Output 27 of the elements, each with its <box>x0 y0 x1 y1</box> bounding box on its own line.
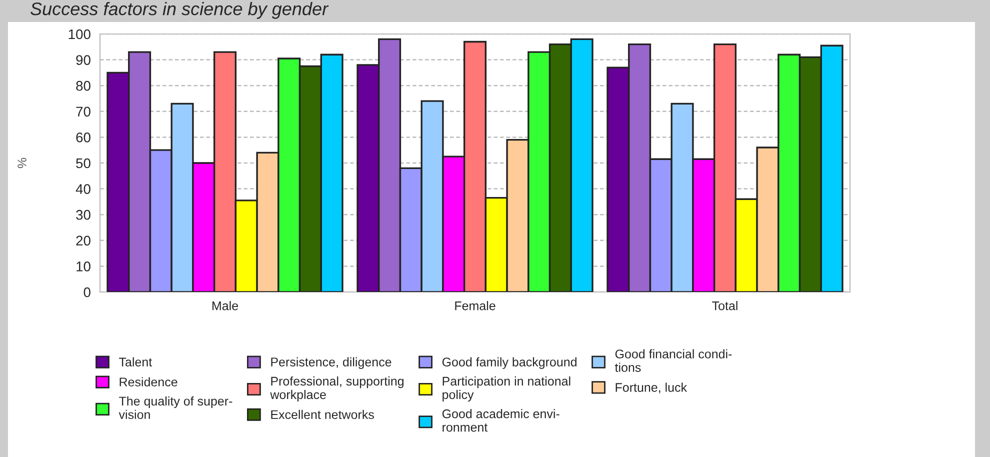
y-tick-label: 50 <box>76 158 90 168</box>
legend-label: Residence <box>120 377 178 386</box>
legend-label: The quality of super- vision <box>118 396 232 420</box>
y-tick-label: 100 <box>68 29 90 40</box>
y-tick-label: 90 <box>76 55 90 65</box>
x-tick-label: Male <box>212 301 238 310</box>
legend-label: Good financial condi- tions <box>614 349 732 372</box>
y-tick-label: 30 <box>76 210 90 220</box>
legend-label: Talent <box>119 357 152 366</box>
x-tick-label: Female <box>455 301 496 310</box>
legend-label: Participation in national policy <box>442 376 570 402</box>
y-tick-label: 70 <box>76 106 90 117</box>
y-tick-label: 10 <box>76 262 90 272</box>
legend-label: Excellent networks <box>271 410 374 420</box>
y-tick-label: 80 <box>76 80 90 91</box>
legend-label: Good academic envi- ronment <box>442 409 560 432</box>
y-tick-label: 20 <box>76 236 90 246</box>
y-tick-label: 0 <box>84 287 90 298</box>
legend-label: Good family background <box>442 357 576 369</box>
legend-label: Fortune, luck <box>616 382 688 394</box>
chart-title: Success factors in science by gender <box>30 2 329 19</box>
legend-label: Persistence, diligence <box>271 357 392 369</box>
y-axis-title: % <box>18 158 26 168</box>
y-tick-label: 60 <box>76 132 90 142</box>
legend-label: Professional, supporting workplace <box>270 376 404 402</box>
x-tick-label: Total <box>712 301 738 310</box>
y-tick-label: 40 <box>76 184 90 194</box>
